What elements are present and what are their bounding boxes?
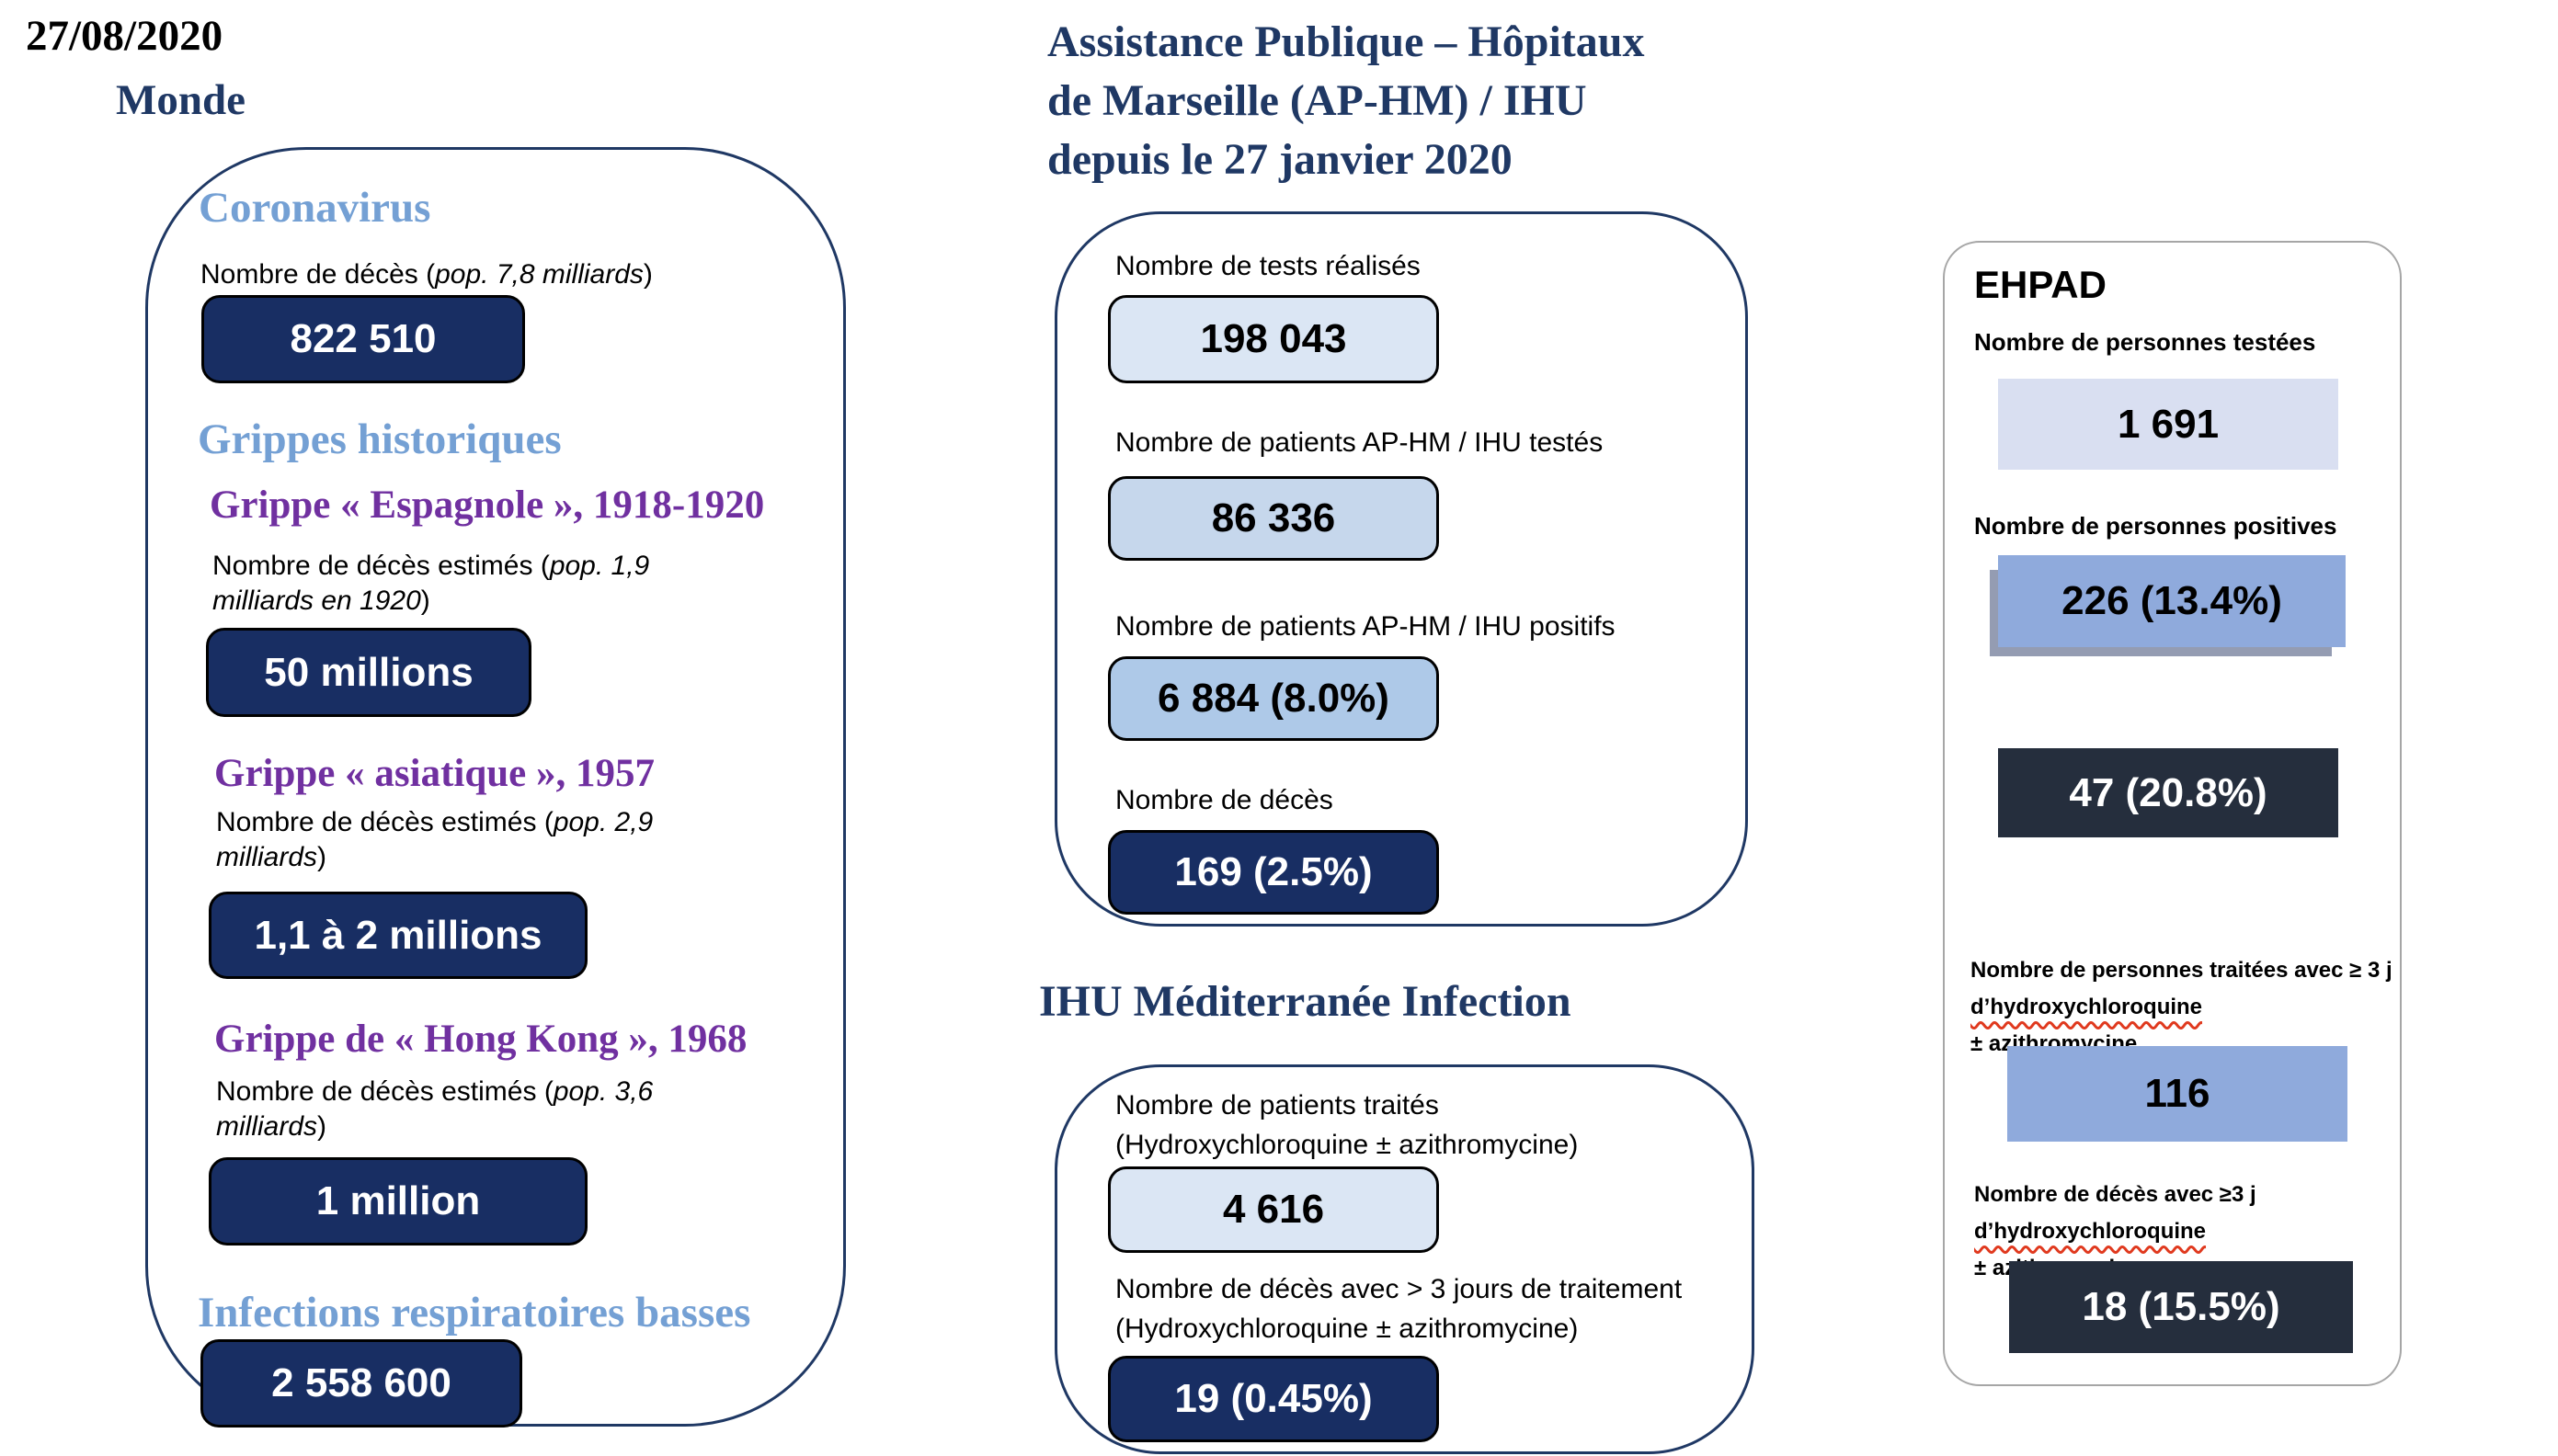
ihu-title: IHU Méditerranée Infection [1039, 977, 1571, 1026]
aphm-title: Assistance Publique – Hôpitaux de Marsei… [1047, 13, 1644, 189]
ehpad-deces-rect: 47 (20.8%) [1998, 748, 2338, 837]
personnes-traitees-label: Nombre de personnes traitées avec ≥ 3 j … [1970, 958, 2392, 1056]
grippe-asiatique-deaths-pill: 1,1 à 2 millions [209, 892, 588, 979]
ihu-deces-label: Nombre de décès avec > 3 jours de traite… [1115, 1274, 1683, 1344]
monde-box: Coronavirus Nombre de décès (pop. 7,8 mi… [145, 147, 846, 1428]
grippe-asiatique-heading: Grippe « asiatique », 1957 [214, 752, 656, 795]
personnes-testees-label: Nombre de personnes testées [1974, 328, 2316, 356]
coronavirus-label: Nombre de décès (pop. 7,8 milliards) [200, 259, 653, 290]
ihu-box: Nombre de patients traités (Hydroxychlor… [1055, 1064, 1754, 1454]
patients-positifs-pill: 6 884 (8.0%) [1108, 656, 1439, 741]
infections-respiratoires-pill: 2 558 600 [200, 1339, 522, 1428]
coronavirus-heading: Coronavirus [199, 184, 431, 232]
ehpad-title: EHPAD [1974, 263, 2107, 306]
personnes-positives-rect: 226 (13.4%) [1998, 555, 2346, 647]
grippe-espagnole-deaths-pill: 50 millions [206, 628, 531, 717]
patients-testes-pill: 86 336 [1108, 476, 1439, 561]
aphm-title-line2: de Marseille (AP-HM) / IHU [1047, 76, 1587, 125]
grippe-hongkong-heading: Grippe de « Hong Kong », 1968 [214, 1018, 748, 1061]
patients-positifs-label: Nombre de patients AP-HM / IHU positifs [1115, 611, 1616, 642]
report-date: 27/08/2020 [26, 12, 223, 60]
tests-realises-label: Nombre de tests réalisés [1115, 251, 1421, 281]
tests-realises-pill: 198 043 [1108, 295, 1439, 383]
grippe-asiatique-label: Nombre de décès estimés (pop. 2,9 millia… [216, 807, 654, 872]
monde-title: Monde [116, 76, 246, 124]
coronavirus-deaths-pill: 822 510 [201, 295, 525, 383]
grippe-hongkong-label: Nombre de décès estimés (pop. 3,6 millia… [216, 1076, 654, 1142]
spellcheck-squiggle: d’hydroxychloroquine [1974, 1219, 2207, 1244]
ehpad-deces-3j-rect: 18 (15.5%) [2009, 1261, 2353, 1353]
aphm-deces-label: Nombre de décès [1115, 785, 1333, 815]
grippe-espagnole-label: Nombre de décès estimés (pop. 1,9 millia… [212, 551, 650, 616]
aphm-box: Nombre de tests réalisés 198 043 Nombre … [1055, 211, 1748, 927]
personnes-traitees-rect: 116 [2007, 1046, 2347, 1142]
aphm-title-line3: depuis le 27 janvier 2020 [1047, 135, 1513, 184]
spellcheck-squiggle: d’hydroxychloroquine [1970, 995, 2203, 1019]
patients-testes-label: Nombre de patients AP-HM / IHU testés [1115, 427, 1604, 458]
grippes-historiques-heading: Grippes historiques [198, 415, 562, 463]
personnes-testees-rect: 1 691 [1998, 379, 2338, 470]
ehpad-box: EHPAD Nombre de personnes testées 1 691 … [1943, 241, 2402, 1386]
infections-respiratoires-heading: Infections respiratoires basses [198, 1289, 751, 1337]
personnes-positives-label: Nombre de personnes positives [1974, 512, 2337, 540]
grippe-espagnole-heading: Grippe « Espagnole », 1918-1920 [210, 483, 765, 527]
aphm-deces-pill: 169 (2.5%) [1108, 830, 1439, 915]
grippe-hongkong-deaths-pill: 1 million [209, 1157, 588, 1246]
patients-traites-label: Nombre de patients traités (Hydroxychlor… [1115, 1090, 1579, 1160]
patients-traites-pill: 4 616 [1108, 1166, 1439, 1253]
aphm-title-line1: Assistance Publique – Hôpitaux [1047, 17, 1645, 66]
ihu-deces-pill: 19 (0.45%) [1108, 1356, 1439, 1442]
